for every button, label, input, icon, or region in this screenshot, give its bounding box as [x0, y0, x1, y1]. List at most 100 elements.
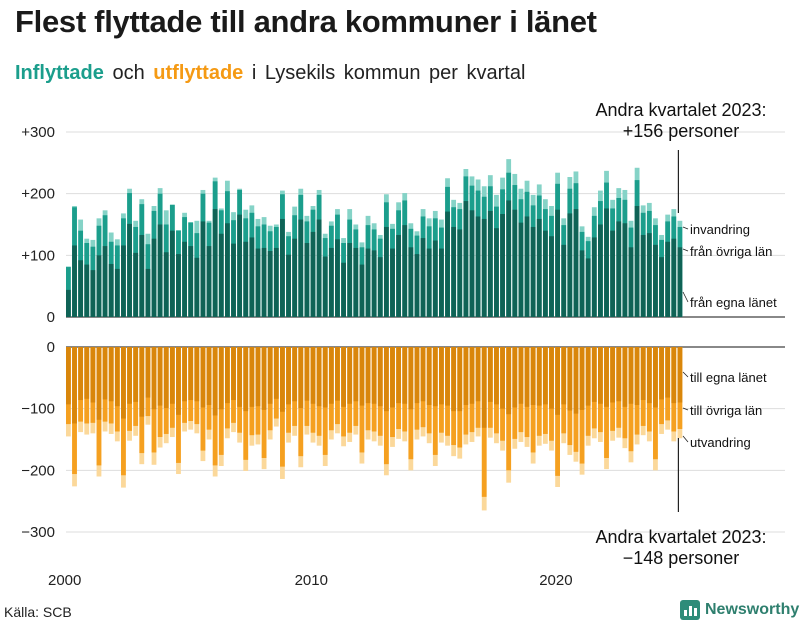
chart-title: Flest flyttade till andra kommuner i län… — [15, 4, 597, 39]
bar-out-own-county — [335, 347, 340, 401]
bar-out-own-county — [84, 347, 90, 399]
bar-out-own-county — [646, 347, 652, 404]
bar-out-own-county — [121, 347, 126, 419]
bar-in-own-county — [182, 241, 187, 317]
bar-in-own-county — [677, 247, 683, 317]
bar-out-own-county — [102, 347, 108, 400]
bar-out-own-county — [176, 347, 181, 415]
bar-out-own-county — [561, 347, 567, 405]
bar-in-own-county — [163, 252, 169, 317]
y-tick-label-bottom: −100 — [21, 401, 55, 418]
bar-out-own-county — [218, 347, 224, 410]
annotation-top-value: +156 personer — [623, 121, 740, 141]
bar-out-own-county — [194, 347, 200, 402]
bar-out-own-county — [665, 347, 671, 398]
bar-out-own-county — [151, 347, 157, 410]
bar-out-own-county — [542, 347, 548, 405]
annotation-bottom-line1: Andra kvartalet 2023: — [595, 527, 766, 547]
x-tick-label: 2000 — [48, 572, 81, 589]
y-tick-label-top: 0 — [47, 309, 55, 326]
y-tick-label-top: +300 — [21, 124, 55, 141]
bar-in-own-county — [243, 241, 249, 317]
bar-out-own-county — [463, 347, 469, 405]
bar-in-own-county — [426, 248, 432, 317]
bar-out-own-county — [78, 347, 84, 401]
bar-in-own-county — [212, 209, 218, 317]
component-label-top: från övriga län — [690, 244, 772, 259]
bar-in-own-county — [316, 219, 322, 317]
bar-in-own-county — [133, 252, 139, 317]
bar-in-own-county — [579, 250, 585, 317]
x-tick-label: 2010 — [295, 572, 328, 589]
bar-out-own-county — [536, 347, 542, 406]
y-tick-label-top: +100 — [21, 247, 55, 264]
bar-out-own-county — [500, 347, 505, 409]
bar-out-own-county — [432, 347, 438, 407]
bar-in-own-county — [665, 241, 671, 317]
bar-in-own-county — [475, 216, 481, 317]
bar-out-own-county — [127, 347, 132, 404]
bar-in-own-county — [494, 228, 499, 317]
bar-out-own-county — [365, 347, 371, 404]
bar-out-own-county — [341, 347, 346, 407]
bar-out-own-county — [298, 347, 304, 409]
subtitle-utflyttade: utflyttade — [153, 62, 244, 84]
bar-out-own-county — [371, 347, 377, 404]
bar-out-own-county — [634, 347, 640, 405]
y-tick-label-bottom: −300 — [21, 524, 55, 541]
bar-out-own-county — [653, 347, 658, 408]
bar-in-own-county — [292, 238, 298, 317]
bar-in-own-county — [481, 218, 487, 317]
bar-out-own-county — [524, 347, 530, 407]
subtitle-inflyttade: Inflyttade — [15, 62, 104, 84]
bar-out-own-county — [280, 347, 285, 412]
bar-out-own-county — [671, 347, 677, 404]
brand-name: Newsworthy — [705, 601, 800, 618]
bar-in-own-county — [598, 224, 603, 317]
bar-in-own-county — [420, 238, 426, 317]
bar-in-own-county — [102, 246, 108, 317]
bar-out-own-county — [90, 347, 96, 403]
bar-in-own-county — [90, 270, 96, 317]
bar-in-own-county — [280, 218, 285, 317]
bar-in-own-county — [335, 239, 340, 317]
bar-in-own-county — [231, 243, 236, 317]
bar-out-own-county — [249, 347, 255, 407]
bar-out-own-county — [224, 347, 230, 404]
component-label-top: invandring — [690, 222, 750, 237]
bar-out-own-county — [451, 347, 457, 412]
bar-out-own-county — [481, 347, 487, 428]
bar-in-own-county — [463, 201, 469, 317]
bar-out-own-county — [457, 347, 463, 412]
bar-in-own-county — [310, 231, 316, 317]
bar-out-own-county — [659, 347, 664, 400]
component-label-bottom: till övriga län — [690, 403, 762, 418]
bar-out-own-county — [231, 347, 236, 401]
bar-in-own-county — [506, 200, 512, 317]
bar-in-own-county — [487, 210, 493, 317]
bar-in-own-county — [237, 214, 243, 317]
brand[interactable]: Newsworthy — [680, 600, 799, 620]
bar-in-own-county — [218, 233, 224, 317]
bar-in-own-county — [518, 222, 524, 317]
bar-out-own-county — [555, 347, 560, 415]
bar-out-own-county — [316, 347, 322, 407]
bar-out-own-county — [273, 347, 279, 399]
bar-out-own-county — [66, 347, 71, 405]
bar-in-own-county — [408, 247, 414, 317]
component-label-bottom: till egna länet — [690, 370, 767, 385]
y-tick-label-top: +200 — [21, 186, 55, 203]
bar-in-own-county — [616, 221, 622, 317]
bar-in-own-county — [224, 223, 230, 317]
subtitle-rest: i Lysekils kommun per kvartal — [251, 62, 526, 84]
bar-in-own-county — [671, 238, 677, 317]
bar-in-own-county — [255, 248, 261, 317]
bar-in-own-county — [530, 226, 536, 317]
bar-in-own-county — [206, 246, 212, 317]
bar-out-own-county — [616, 347, 622, 402]
bar-in-own-county — [121, 245, 126, 317]
bar-in-own-county — [585, 258, 591, 317]
bar-in-own-county — [249, 237, 255, 317]
x-tick-label: 2020 — [539, 572, 572, 589]
bar-out-own-county — [383, 347, 389, 412]
